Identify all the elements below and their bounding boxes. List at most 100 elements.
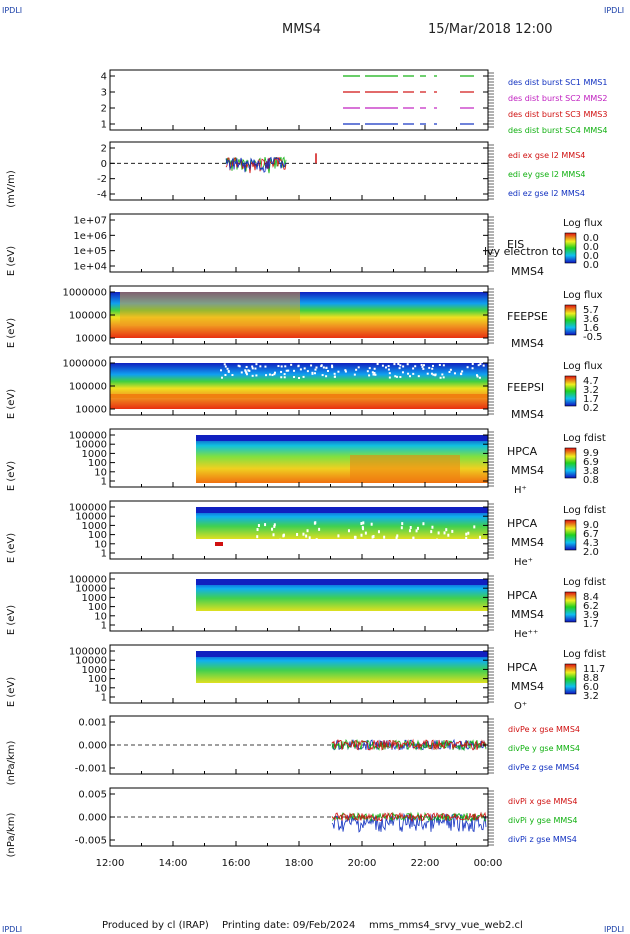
colorbar-title: Log flux: [563, 361, 603, 372]
colorbar-tick-label: 3.8: [583, 466, 599, 477]
feepsi-gap: [293, 376, 296, 379]
feepsi-gap: [306, 370, 309, 373]
instrument-label: HPCA: [507, 589, 538, 602]
hpca-gap: [272, 533, 275, 537]
y-tick-label: 10000: [75, 584, 107, 595]
feepsi-gap: [283, 373, 286, 376]
hpca-gap: [465, 536, 468, 540]
feepsi-gap: [366, 370, 369, 373]
feepse-hot-region: [120, 292, 300, 326]
feepsi-gap: [428, 366, 431, 369]
hpca-gap: [395, 536, 398, 540]
datetime-title: 15/Mar/2018 12:00: [428, 22, 553, 37]
feepsi-gap: [388, 376, 391, 379]
footer-file: mms_mms4_srvy_vue_web2.cl: [369, 920, 523, 931]
y-tick-label: 10000: [75, 405, 107, 416]
divp-trace: [331, 811, 487, 823]
hpca-top-band: [196, 579, 488, 585]
species-label: H⁺: [514, 485, 527, 496]
y-tick-label: 1: [101, 549, 107, 560]
hpca-spot: [215, 542, 223, 546]
feepsi-gap: [449, 368, 452, 371]
feepsi-gap: [245, 373, 248, 376]
feepsi-gap: [248, 369, 251, 372]
feepsi-gap: [374, 373, 377, 376]
colorbar-tick-label: 1.7: [583, 619, 599, 630]
feepsi-gap: [280, 376, 283, 379]
feepsi-gap: [388, 372, 391, 375]
feepsi-gap: [478, 376, 481, 379]
hpca-gap: [256, 535, 259, 539]
y-tick-label: 2: [101, 144, 107, 155]
legend-entry: edi ey gse l2 MMS4: [508, 170, 586, 179]
feepsi-gap: [482, 364, 485, 367]
feepsi-gap: [310, 364, 313, 367]
feepsi-spectrogram: [110, 363, 488, 409]
divp-trace: [331, 812, 487, 833]
y-tick-label: -2: [97, 174, 107, 185]
y-tick-label: 1e+05: [73, 246, 107, 257]
y-axis-label: E (eV): [6, 461, 17, 491]
feepsi-gap: [460, 373, 463, 376]
colorbar-tick-label: 1.6: [583, 323, 599, 334]
feepsi-gap: [461, 370, 464, 373]
instrument-label: HPCA: [507, 445, 538, 458]
colorbar-tick-label: 3.9: [583, 610, 599, 621]
y-tick-label: 1e+04: [73, 262, 107, 273]
feepsi-gap: [224, 374, 227, 377]
feepsi-gap: [298, 376, 301, 379]
corner-label-bl: IPDLI: [2, 925, 23, 934]
efield-trace: [225, 156, 287, 173]
feepsi-gap: [431, 367, 434, 370]
y-tick-label: 10000: [75, 656, 107, 667]
feepsi-gap: [384, 366, 387, 369]
y-axis-label: E (eV): [6, 246, 17, 276]
hpca-gap: [362, 527, 365, 531]
y-tick-label: 10000: [75, 440, 107, 451]
hpca-gap: [279, 538, 282, 542]
hpca-gap: [447, 533, 450, 537]
feepsi-gap: [381, 364, 384, 367]
legend-entry: divPi y gse MMS4: [508, 816, 577, 825]
footer-printed: Printing date: 09/Feb/2024: [222, 920, 356, 931]
y-tick-label: 10000: [75, 512, 107, 523]
y-tick-label: 1e+07: [73, 216, 107, 227]
spacecraft-label: MMS4: [511, 536, 544, 549]
y-tick-label: 1: [101, 120, 107, 131]
hpca-gap: [370, 522, 373, 526]
feepsi-gap: [399, 376, 402, 379]
feepsi-gap: [417, 375, 420, 378]
hpca-gap: [437, 531, 440, 535]
x-tick-label: 22:00: [411, 858, 440, 869]
y-axis-label: E (eV): [6, 389, 17, 419]
y-tick-label: 1000000: [62, 359, 107, 370]
colorbar-title: Log flux: [563, 290, 603, 301]
legend-entry: divPi x gse MMS4: [508, 797, 577, 806]
y-tick-label: -4: [97, 190, 107, 201]
hpca-gap: [409, 525, 412, 529]
x-tick-label: 14:00: [159, 858, 188, 869]
feepsi-gap: [407, 372, 410, 375]
feepsi-gap: [395, 375, 398, 378]
feepsi-gap: [421, 365, 424, 368]
instrument-label: EIS: [507, 238, 524, 251]
feepsi-gap: [299, 368, 302, 371]
colorbar: [564, 447, 577, 479]
legend-entry: edi ez gse l2 MMS4: [508, 189, 585, 198]
feepsi-gap: [273, 373, 276, 376]
instrument-label: HPCA: [507, 661, 538, 674]
hpca-gap: [302, 532, 305, 536]
y-tick-label: 1000: [82, 449, 107, 460]
feepsi-gap: [311, 371, 314, 374]
feepsi-gap: [321, 374, 324, 377]
colorbar: [564, 232, 577, 264]
divp-trace: [331, 811, 487, 822]
y-axis-label: (nPa/km): [6, 813, 17, 858]
y-tick-label: 100000: [69, 575, 107, 586]
y-axis-label: E (eV): [6, 677, 17, 707]
y-axis-label: (nPa/km): [6, 741, 17, 786]
feepsi-gap: [223, 363, 226, 366]
y-axis-label: E (eV): [6, 318, 17, 348]
hpca-gap: [377, 530, 380, 534]
feepsi-gap: [372, 373, 375, 376]
